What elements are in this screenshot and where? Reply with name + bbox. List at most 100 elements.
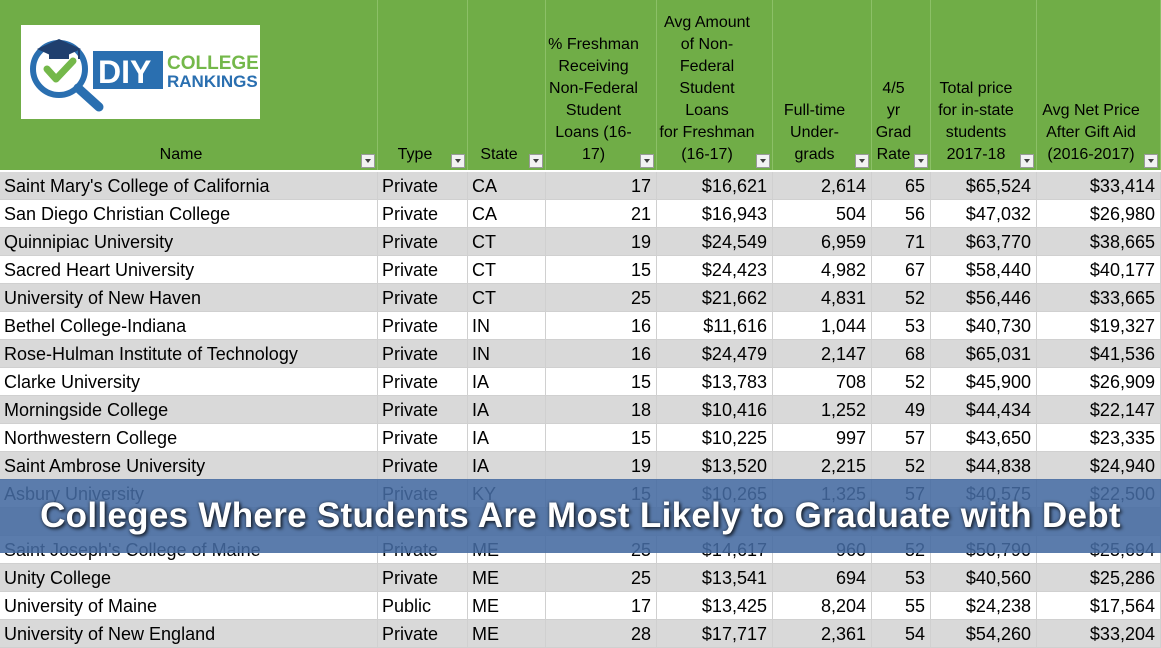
table-cell[interactable]: $16,943 — [657, 200, 773, 228]
table-cell[interactable]: Private — [378, 368, 468, 396]
table-cell[interactable]: IN — [468, 312, 546, 340]
table-cell[interactable]: $65,524 — [931, 172, 1037, 200]
table-cell[interactable]: $16,621 — [657, 172, 773, 200]
table-cell[interactable]: ME — [468, 620, 546, 648]
table-cell[interactable]: 25 — [546, 564, 657, 592]
table-row[interactable]: San Diego Christian College Private CA 21 $1… — [0, 200, 1161, 228]
table-cell[interactable]: 15 — [546, 424, 657, 452]
table-cell[interactable]: $11,616 — [657, 312, 773, 340]
table-cell[interactable]: Private — [378, 452, 468, 480]
table-cell[interactable]: $41,536 — [1037, 340, 1161, 368]
table-cell[interactable]: $56,446 — [931, 284, 1037, 312]
table-cell[interactable]: Sacred Heart University — [0, 256, 378, 284]
table-cell[interactable]: University of New Haven — [0, 284, 378, 312]
table-cell[interactable]: $13,520 — [657, 452, 773, 480]
table-cell[interactable]: 28 — [546, 620, 657, 648]
table-cell[interactable]: Private — [378, 424, 468, 452]
table-row[interactable]: Saint Mary's College of California Privat… — [0, 172, 1161, 200]
table-cell[interactable]: 67 — [872, 256, 931, 284]
table-cell[interactable]: 19 — [546, 228, 657, 256]
table-cell[interactable]: 1,252 — [773, 396, 872, 424]
table-cell[interactable]: San Diego Christian College — [0, 200, 378, 228]
table-cell[interactable]: 997 — [773, 424, 872, 452]
table-cell[interactable]: Private — [378, 396, 468, 424]
table-cell[interactable]: $54,260 — [931, 620, 1037, 648]
table-row[interactable]: University of Maine Public ME 17 $13,425 8,20… — [0, 592, 1161, 620]
table-cell[interactable]: University of New England — [0, 620, 378, 648]
table-cell[interactable]: $38,665 — [1037, 228, 1161, 256]
table-cell[interactable]: 18 — [546, 396, 657, 424]
table-cell[interactable]: 17 — [546, 592, 657, 620]
filter-dropdown-button[interactable] — [756, 154, 770, 168]
table-cell[interactable]: 21 — [546, 200, 657, 228]
table-cell[interactable]: Public — [378, 592, 468, 620]
table-cell[interactable]: Private — [378, 284, 468, 312]
table-cell[interactable]: $17,717 — [657, 620, 773, 648]
filter-dropdown-button[interactable] — [914, 154, 928, 168]
table-cell[interactable]: $13,425 — [657, 592, 773, 620]
table-cell[interactable]: $58,440 — [931, 256, 1037, 284]
table-cell[interactable]: 55 — [872, 592, 931, 620]
table-cell[interactable]: $43,650 — [931, 424, 1037, 452]
table-cell[interactable]: $17,564 — [1037, 592, 1161, 620]
table-cell[interactable]: ME — [468, 592, 546, 620]
table-cell[interactable]: 2,215 — [773, 452, 872, 480]
table-cell[interactable]: $44,434 — [931, 396, 1037, 424]
filter-dropdown-button[interactable] — [529, 154, 543, 168]
table-row[interactable]: Northwestern College Private IA 15 $10,225 99… — [0, 424, 1161, 452]
table-cell[interactable]: $19,327 — [1037, 312, 1161, 340]
table-row[interactable]: Saint Ambrose University Private IA 19 $13,5… — [0, 452, 1161, 480]
table-cell[interactable]: $40,730 — [931, 312, 1037, 340]
table-cell[interactable]: Private — [378, 172, 468, 200]
filter-dropdown-button[interactable] — [640, 154, 654, 168]
table-cell[interactable]: CT — [468, 228, 546, 256]
table-cell[interactable]: $10,416 — [657, 396, 773, 424]
table-row[interactable]: Clarke University Private IA 15 $13,783 708 52… — [0, 368, 1161, 396]
table-cell[interactable]: $33,665 — [1037, 284, 1161, 312]
table-cell[interactable]: Private — [378, 256, 468, 284]
table-cell[interactable]: 52 — [872, 368, 931, 396]
table-cell[interactable]: $45,900 — [931, 368, 1037, 396]
table-cell[interactable]: $40,560 — [931, 564, 1037, 592]
table-cell[interactable]: $13,783 — [657, 368, 773, 396]
table-row[interactable]: Morningside College Private IA 18 $10,416 1,2… — [0, 396, 1161, 424]
table-cell[interactable]: CA — [468, 200, 546, 228]
table-cell[interactable]: $22,147 — [1037, 396, 1161, 424]
table-row[interactable]: Sacred Heart University Private CT 15 $24,42… — [0, 256, 1161, 284]
table-row[interactable]: University of New England Private ME 28 $17,… — [0, 620, 1161, 648]
table-cell[interactable]: 2,147 — [773, 340, 872, 368]
table-cell[interactable]: Private — [378, 340, 468, 368]
table-cell[interactable]: 8,204 — [773, 592, 872, 620]
table-cell[interactable]: 4,831 — [773, 284, 872, 312]
table-cell[interactable]: 1,044 — [773, 312, 872, 340]
table-cell[interactable]: 19 — [546, 452, 657, 480]
table-row[interactable]: University of New Haven Private CT 25 $21,66… — [0, 284, 1161, 312]
table-cell[interactable]: 16 — [546, 340, 657, 368]
table-cell[interactable]: $63,770 — [931, 228, 1037, 256]
table-cell[interactable]: Saint Ambrose University — [0, 452, 378, 480]
table-cell[interactable]: 56 — [872, 200, 931, 228]
table-cell[interactable]: 504 — [773, 200, 872, 228]
table-cell[interactable]: 2,361 — [773, 620, 872, 648]
table-cell[interactable]: $24,479 — [657, 340, 773, 368]
table-cell[interactable]: $13,541 — [657, 564, 773, 592]
table-cell[interactable]: $24,940 — [1037, 452, 1161, 480]
table-cell[interactable]: 25 — [546, 284, 657, 312]
table-cell[interactable]: 53 — [872, 312, 931, 340]
table-cell[interactable]: IA — [468, 396, 546, 424]
table-cell[interactable]: CT — [468, 284, 546, 312]
table-cell[interactable]: Private — [378, 312, 468, 340]
table-cell[interactable]: 52 — [872, 284, 931, 312]
table-cell[interactable]: Rose-Hulman Institute of Technology — [0, 340, 378, 368]
table-cell[interactable]: 68 — [872, 340, 931, 368]
table-cell[interactable]: CT — [468, 256, 546, 284]
table-cell[interactable]: Unity College — [0, 564, 378, 592]
table-cell[interactable]: $24,423 — [657, 256, 773, 284]
table-cell[interactable]: Private — [378, 200, 468, 228]
table-cell[interactable]: $10,225 — [657, 424, 773, 452]
table-cell[interactable]: CA — [468, 172, 546, 200]
table-cell[interactable]: 694 — [773, 564, 872, 592]
table-cell[interactable]: Private — [378, 620, 468, 648]
table-row[interactable]: Unity College Private ME 25 $13,541 694 53 $40,… — [0, 564, 1161, 592]
table-cell[interactable]: 2,614 — [773, 172, 872, 200]
